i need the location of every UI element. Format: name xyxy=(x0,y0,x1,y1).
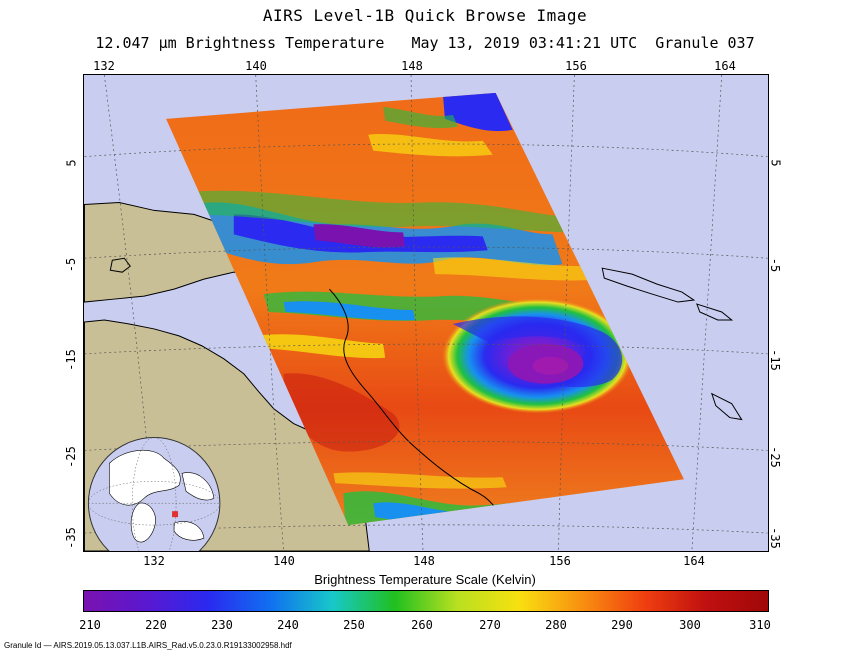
colorbar-label: 210 xyxy=(79,618,101,632)
colorbar-label: 260 xyxy=(411,618,433,632)
location-marker xyxy=(172,511,179,518)
datetime-label: May 13, 2019 03:41:21 UTC xyxy=(411,34,638,52)
temperature-colorbar xyxy=(83,590,769,612)
lon-tick-bottom: 148 xyxy=(413,554,435,568)
locator-globe xyxy=(87,436,221,551)
colorbar-label: 310 xyxy=(749,618,771,632)
lat-tick-right: 5 xyxy=(768,159,783,167)
colorbar-label: 230 xyxy=(211,618,233,632)
lon-tick-bottom: 132 xyxy=(143,554,165,568)
lon-tick-top: 156 xyxy=(565,59,587,73)
graticule xyxy=(84,75,768,551)
coastline-solomons xyxy=(601,267,696,303)
granule-label: Granule 037 xyxy=(655,34,755,52)
coastline-island xyxy=(696,303,734,321)
lon-tick-top: 132 xyxy=(93,59,115,73)
lon-tick-bottom: 156 xyxy=(549,554,571,568)
lat-tick-right: -35 xyxy=(767,527,782,549)
lon-tick-bottom: 164 xyxy=(683,554,705,568)
colorbar-label: 300 xyxy=(679,618,701,632)
colorbar-label: 220 xyxy=(145,618,167,632)
lon-tick-top: 140 xyxy=(245,59,267,73)
lat-tick-right: -15 xyxy=(767,349,782,371)
colorbar-label: 270 xyxy=(479,618,501,632)
colorbar-label: 240 xyxy=(277,618,299,632)
product-label: 12.047 µm Brightness Temperature xyxy=(95,34,385,52)
lat-tick-left: -15 xyxy=(63,349,78,371)
subtitle: 12.047 µm Brightness Temperature May 13,… xyxy=(0,34,850,52)
lon-tick-top: 164 xyxy=(714,59,736,73)
colorbar-label: 280 xyxy=(545,618,567,632)
brightness-temperature-map xyxy=(83,74,769,552)
land-island xyxy=(109,257,131,273)
colorbar-label: 250 xyxy=(343,618,365,632)
page-title: AIRS Level-1B Quick Browse Image xyxy=(262,6,588,25)
lat-tick-right: -25 xyxy=(767,446,782,468)
lat-tick-right: -5 xyxy=(768,257,783,273)
lat-tick-left: -5 xyxy=(64,257,79,273)
colorbar-title: Brightness Temperature Scale (Kelvin) xyxy=(314,572,536,587)
colorbar-label: 290 xyxy=(611,618,633,632)
lat-tick-left: 5 xyxy=(64,159,79,167)
lon-tick-bottom: 140 xyxy=(273,554,295,568)
lat-tick-left: -25 xyxy=(63,446,78,468)
coastline-island xyxy=(710,392,743,421)
granule-id: Granule Id — AIRS.2019.05.13.037.L1B.AIR… xyxy=(4,641,292,650)
lat-tick-left: -35 xyxy=(63,527,78,549)
lon-tick-top: 148 xyxy=(401,59,423,73)
